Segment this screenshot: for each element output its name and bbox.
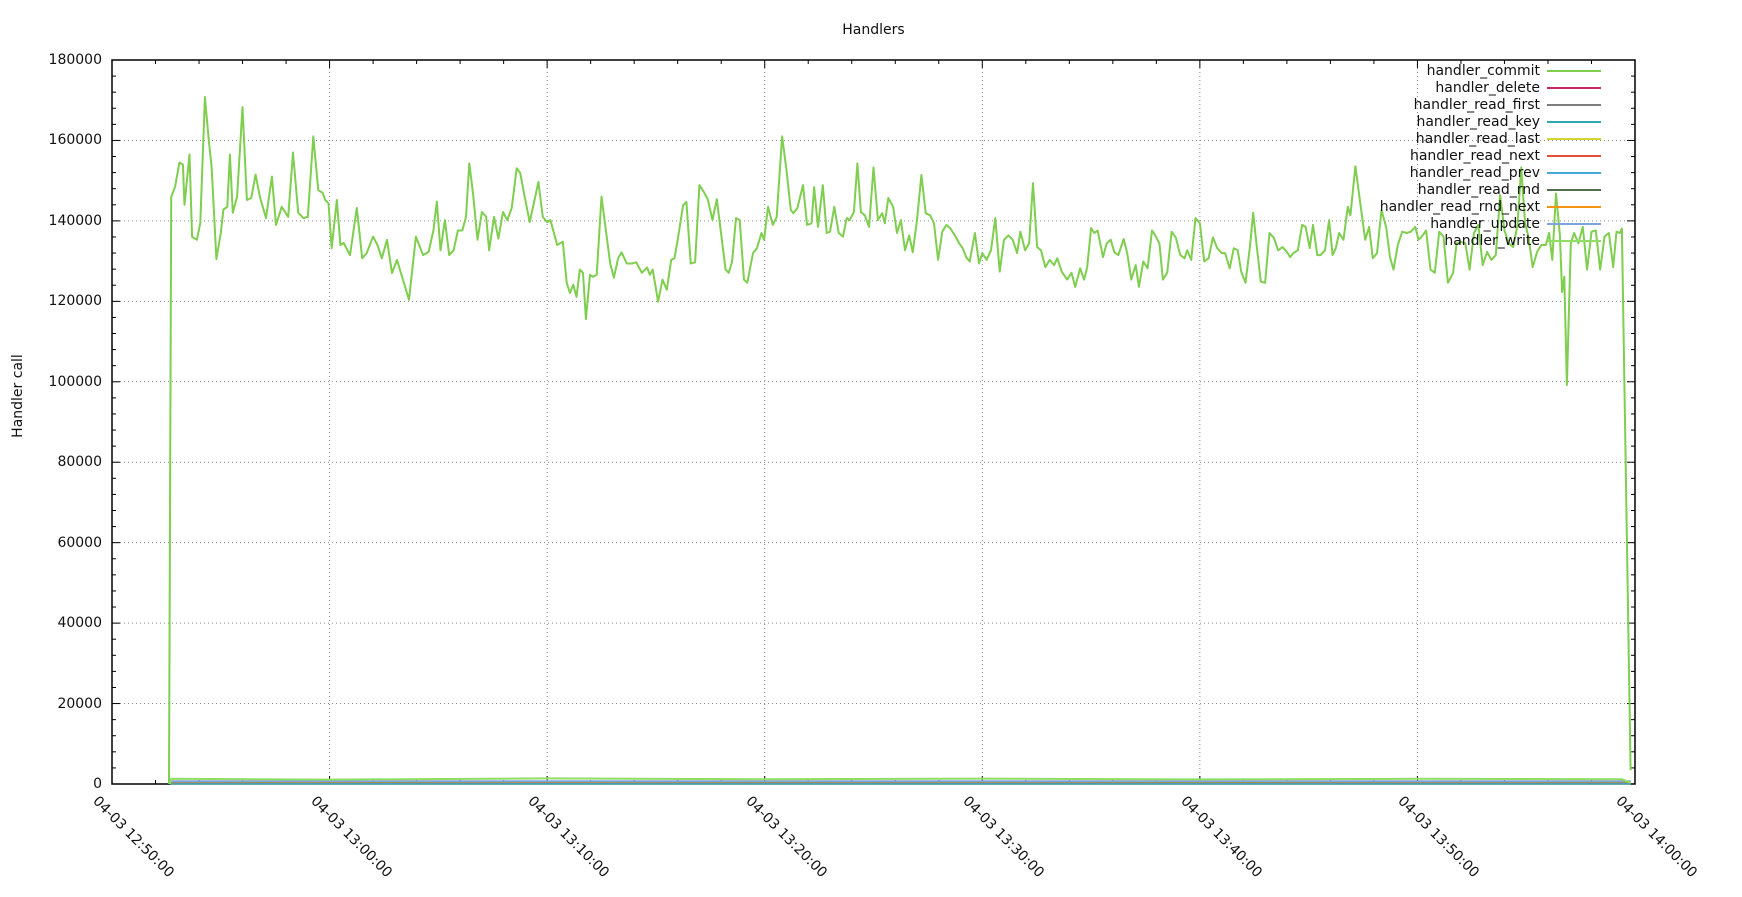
legend-label-handler_read_prev: handler_read_prev: [1409, 165, 1540, 181]
legend-swatch-handler_read_first: [1547, 104, 1601, 106]
y-tick-label: 80000: [57, 454, 102, 471]
legend-label-handler_read_first: handler_read_first: [1413, 97, 1540, 113]
legend-label-handler_read_rnd: handler_read_rnd: [1417, 182, 1540, 198]
legend-label-handler_read_last: handler_read_last: [1415, 131, 1540, 147]
legend-label-handler_update: handler_update: [1430, 216, 1540, 232]
legend-label-handler_read_key: handler_read_key: [1416, 114, 1540, 130]
legend-swatch-handler_read_rnd: [1547, 189, 1601, 191]
y-tick-label: 140000: [48, 212, 102, 229]
y-tick-label: 180000: [48, 52, 102, 68]
legend-swatch-handler_write: [1547, 240, 1601, 242]
chart-title: Handlers: [842, 22, 905, 38]
y-tick-label: 160000: [48, 132, 102, 149]
y-tick-label: 60000: [57, 534, 102, 551]
series-line-handler_write: [168, 777, 1631, 785]
y-tick-label: 40000: [57, 615, 102, 632]
legend-label-handler_read_next: handler_read_next: [1409, 148, 1540, 164]
legend-label-handler_write: handler_write: [1444, 233, 1540, 249]
y-tick-label: 100000: [48, 373, 102, 390]
legend-label-handler_delete: handler_delete: [1435, 80, 1540, 96]
legend-swatch-handler_read_next: [1547, 155, 1601, 157]
legend-swatch-handler_delete: [1547, 87, 1601, 89]
legend-label-handler_commit: handler_commit: [1426, 63, 1540, 79]
legend-swatch-handler_commit: [1547, 70, 1601, 72]
series-line-handler_commit: [168, 96, 1632, 785]
legend-swatch-handler_read_rnd_next: [1547, 206, 1601, 208]
legend-swatch-handler_update: [1547, 223, 1601, 225]
legend-label-handler_read_rnd_next: handler_read_rnd_next: [1379, 199, 1540, 215]
legend-swatch-handler_read_key: [1547, 121, 1601, 123]
y-axis-title: Handler call: [10, 354, 26, 438]
y-tick-label: 20000: [57, 695, 102, 712]
y-tick-label: 0: [93, 776, 102, 792]
y-tick-label: 120000: [48, 293, 102, 310]
legend-swatch-handler_read_prev: [1547, 172, 1601, 174]
legend-swatch-handler_read_last: [1547, 138, 1601, 140]
